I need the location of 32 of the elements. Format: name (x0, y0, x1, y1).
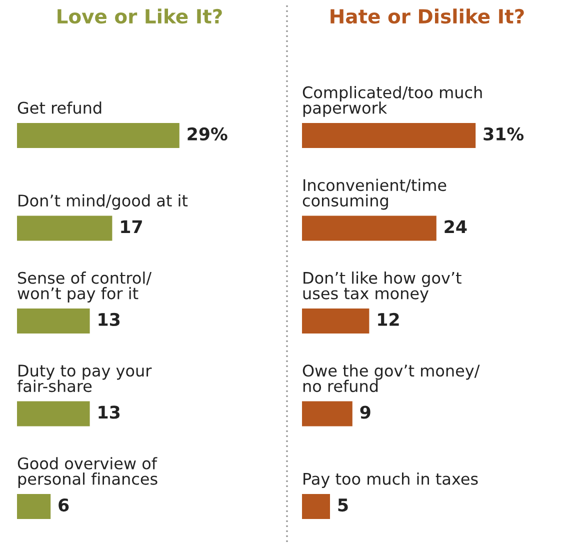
data-label: 13 (98, 406, 120, 419)
y-tick-label: Owe the gov’t money/ no refund (302, 364, 480, 392)
bar (302, 494, 330, 520)
bar (17, 122, 180, 148)
y-tick-label: Don’t mind/good at it (18, 194, 188, 210)
bar (302, 308, 370, 334)
chart-title: Love or Like It? (58, 8, 222, 24)
y-tick-label: Pay too much in taxes (304, 472, 478, 488)
y-tick-label: Don’t like how gov’t uses tax money (303, 272, 462, 302)
bar (17, 308, 90, 334)
bar (17, 401, 90, 426)
data-label: 31% (484, 127, 524, 141)
bar (17, 216, 112, 241)
y-tick-label: Complicated/too much paperwork (302, 86, 482, 117)
data-label: 6 (58, 498, 69, 512)
data-label: 24 (444, 220, 467, 234)
bar (302, 401, 352, 426)
data-label: 5 (338, 498, 348, 512)
data-label: 17 (121, 220, 142, 234)
y-tick-label: Duty to pay your fair-share (17, 364, 152, 392)
y-tick-label: Sense of control/ won’t pay for it (18, 272, 152, 302)
bar (302, 122, 476, 148)
y-tick-label: Inconvenient/time consuming (302, 178, 446, 210)
data-label: 9 (360, 406, 370, 419)
bar (302, 216, 436, 241)
y-tick-label: Get refund (18, 101, 102, 114)
data-label: 13 (98, 312, 120, 326)
data-label: 12 (378, 312, 399, 326)
y-tick-label: Good overview of personal finances (18, 457, 158, 488)
data-label: 29% (188, 127, 228, 141)
chart-title: Hate or Dislike It? (330, 8, 524, 24)
bar (17, 494, 51, 520)
